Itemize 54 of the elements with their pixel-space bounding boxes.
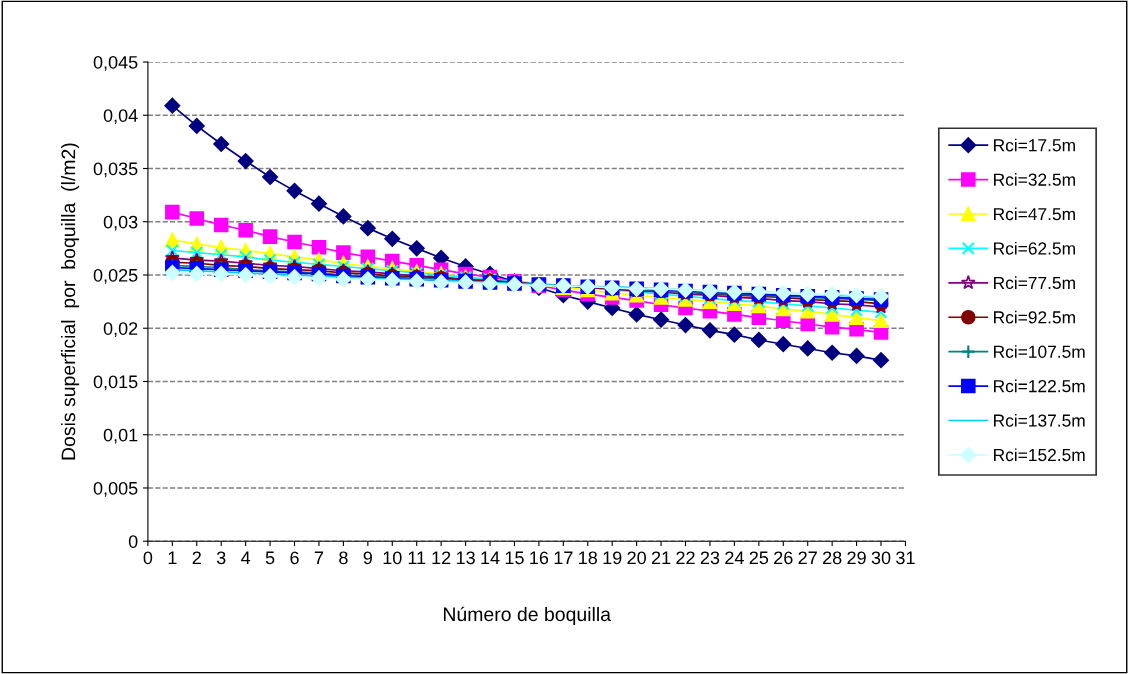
x-tick-label: 30: [871, 551, 891, 565]
x-tick-label: 21: [651, 551, 671, 565]
legend-label: Rci=92.5m: [994, 310, 1075, 324]
x-tick-label: 10: [383, 551, 402, 565]
legend-label: Rci=137.5m: [994, 413, 1085, 427]
x-tick-label: 19: [603, 551, 622, 565]
y-tick-label: 0,025: [93, 268, 138, 284]
y-tick-label: 0,005: [93, 481, 138, 497]
x-tick-label: 6: [290, 551, 299, 565]
y-tick-label: 0: [128, 535, 138, 548]
x-tick-label: 28: [823, 551, 842, 565]
y-tick-label: 0,035: [93, 162, 138, 178]
x-tick-label: 13: [456, 551, 475, 565]
x-tick-label: 26: [774, 551, 793, 565]
x-tick-label: 12: [432, 551, 451, 565]
legend-label: Rci=152.5m: [994, 448, 1085, 462]
y-tick-label: 0,03: [103, 215, 138, 231]
x-tick-label: 9: [363, 551, 372, 565]
x-tick-label: 2: [192, 551, 201, 565]
legend-label: Rci=47.5m: [994, 207, 1075, 221]
x-tick-label: 24: [725, 551, 744, 565]
x-tick-label: 17: [554, 551, 573, 565]
legend-label: Rci=77.5m: [994, 276, 1075, 290]
y-tick-label: 0,04: [103, 109, 138, 125]
x-tick-label: 31: [896, 551, 915, 565]
x-tick-label: 14: [481, 551, 500, 565]
x-tick-label: 15: [505, 551, 524, 565]
x-tick-label: 27: [798, 551, 817, 565]
x-tick-label: 1: [168, 551, 177, 565]
x-tick-label: 4: [241, 551, 251, 565]
legend-label: Rci=107.5m: [994, 345, 1085, 358]
y-tick-label: 0,045: [93, 55, 138, 71]
x-tick-label: 16: [530, 551, 549, 565]
x-tick-label: 5: [265, 551, 275, 565]
y-tick-label: 0,015: [93, 375, 138, 391]
x-tick-label: 11: [408, 551, 426, 565]
x-tick-label: 23: [700, 551, 720, 565]
y-axis-title: Dosis superficial por boquilla (l/m2): [60, 143, 80, 460]
x-tick-label: 18: [579, 551, 598, 565]
legend-label: Rci=122.5m: [994, 379, 1085, 393]
x-tick-label: 0: [143, 551, 153, 565]
x-tick-label: 25: [749, 551, 769, 565]
legend-label: Rci=17.5m: [994, 138, 1075, 152]
x-tick-label: 8: [339, 551, 348, 565]
legend-label: Rci=32.5m: [994, 173, 1075, 186]
x-axis-title: Número de boquilla: [443, 606, 611, 626]
x-tick-label: 22: [676, 551, 695, 565]
x-tick-label: 20: [627, 551, 646, 565]
x-tick-label: 7: [314, 551, 324, 565]
legend-label: Rci=62.5m: [994, 241, 1075, 255]
y-tick-label: 0,02: [103, 322, 138, 338]
y-tick-label: 0,01: [103, 428, 138, 444]
x-tick-label: 29: [847, 551, 866, 565]
x-tick-label: 3: [216, 551, 226, 565]
